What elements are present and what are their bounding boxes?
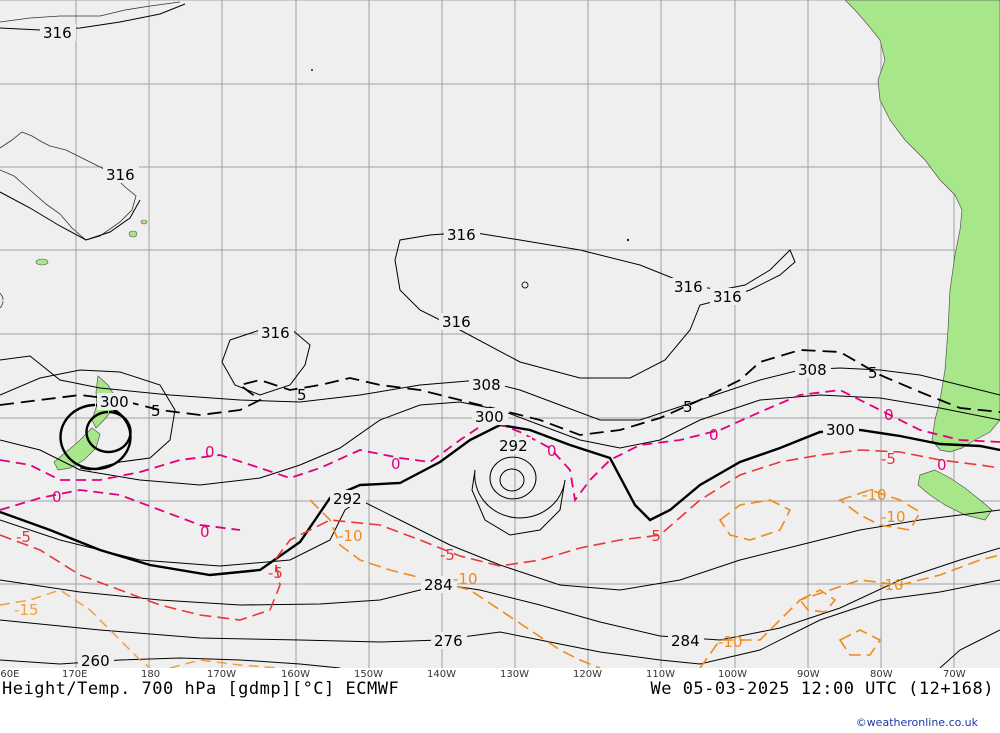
height-label: 316 <box>261 324 290 342</box>
temp-label: -5 <box>881 450 896 468</box>
temp-label: 0 <box>937 456 947 474</box>
temp-label: -5 <box>646 527 661 545</box>
lon-label: 70W <box>943 669 966 680</box>
temperature-labels: 5 5 5 5 0 0 0 0 0 0 0 0 -5 -5 -5 -5 -5 -… <box>14 364 947 651</box>
temp-label: -15 <box>14 601 39 619</box>
height-label: 308 <box>798 361 827 379</box>
temp-label: -10 <box>881 508 906 526</box>
map-valid-time: We 05-03-2025 12:00 UTC (12+168) <box>650 679 994 699</box>
temp-contour-plus5 <box>0 349 1000 436</box>
map-title: Height/Temp. 700 hPa [gdmp][°C] ECMWF <box>2 679 400 699</box>
map-footer: 160E 170E 180 170W 160W 150W 140W 130W 1… <box>0 668 1000 733</box>
height-label: 284 <box>424 576 453 594</box>
height-label: 300 <box>826 421 855 439</box>
temp-label: 0 <box>200 523 210 541</box>
temp-label: -5 <box>16 528 31 546</box>
lon-label: 180 <box>141 669 161 680</box>
lon-label: 100W <box>718 669 747 680</box>
land-south-america <box>844 0 1000 521</box>
lon-label: 160E <box>0 669 20 680</box>
lon-label: 150W <box>354 669 383 680</box>
lon-label: 110W <box>646 669 675 680</box>
height-contours <box>0 3 1000 669</box>
temp-label: -10 <box>453 570 478 588</box>
temp-label: 5 <box>683 398 693 416</box>
height-label: 316 <box>447 226 476 244</box>
height-label: 292 <box>333 490 362 508</box>
height-label: 300 <box>100 393 129 411</box>
height-label: 316 <box>106 166 135 184</box>
height-label: 316 <box>43 24 72 42</box>
height-label: 316 <box>674 278 703 296</box>
land-islands <box>35 219 148 266</box>
height-label: 316 <box>442 313 471 331</box>
height-label: 308 <box>472 376 501 394</box>
temp-contour-minus15 <box>0 589 281 669</box>
temp-label: 0 <box>52 488 62 506</box>
temp-label: 0 <box>205 443 215 461</box>
height-label: 316 <box>713 288 742 306</box>
temp-label: 0 <box>391 455 401 473</box>
height-label: 260 <box>81 652 110 668</box>
height-labels: 316 316 316 316 316 316 316 308 308 300 … <box>40 24 859 670</box>
lon-label: 80W <box>870 669 893 680</box>
temp-label: 5 <box>297 386 307 404</box>
temp-label: 0 <box>709 426 719 444</box>
height-label: 276 <box>434 632 463 650</box>
temp-label: 5 <box>868 364 878 382</box>
lon-label: 120W <box>573 669 602 680</box>
temp-label: -10 <box>338 527 363 545</box>
lon-label: 140W <box>427 669 456 680</box>
lon-label: 170W <box>207 669 236 680</box>
coastline-outlines <box>0 1 181 309</box>
temp-label: -10 <box>718 633 743 651</box>
height-label: 284 <box>671 632 700 650</box>
temp-label: 0 <box>547 442 557 460</box>
height-label: 292 <box>499 437 528 455</box>
temp-contour-zero <box>0 389 1000 531</box>
copyright-link[interactable]: ©weatheronline.co.uk <box>855 716 978 729</box>
temp-label: -10 <box>879 576 904 594</box>
minor-marks <box>311 69 630 289</box>
weather-map: 316 316 316 316 316 316 316 308 308 300 … <box>0 0 1000 670</box>
lon-label: 170E <box>62 669 88 680</box>
lon-label: 160W <box>281 669 310 680</box>
temp-label: 0 <box>884 406 894 424</box>
temp-contour-minus5 <box>0 449 1000 621</box>
temp-label: -5 <box>268 564 283 582</box>
map-grid <box>0 0 1000 668</box>
temp-label: 5 <box>151 402 161 420</box>
lon-label: 130W <box>500 669 529 680</box>
temp-label: -10 <box>862 486 887 504</box>
temp-label: -5 <box>440 546 455 564</box>
height-label: 300 <box>475 408 504 426</box>
lon-label: 90W <box>797 669 820 680</box>
